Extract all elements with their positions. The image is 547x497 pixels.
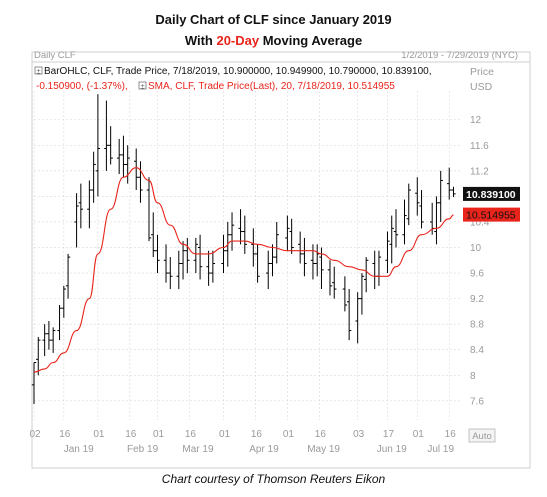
sma-value-box	[463, 207, 520, 222]
x-tick-label: 01	[413, 429, 425, 440]
x-tick-label: 16	[59, 429, 71, 440]
subtitle-prefix: With	[184, 33, 217, 48]
legend-ohlc-line1: BarOHLC, CLF, Trade Price, 7/18/2019, 10…	[44, 66, 432, 77]
y-tick-label: 10.4	[470, 217, 490, 228]
x-tick-label: 01	[93, 429, 105, 440]
x-month-label: Jul 19	[427, 444, 454, 455]
chart-name: Daily CLF	[34, 50, 76, 61]
y-tick-label: 8.8	[470, 320, 484, 331]
x-tick-label: 02	[29, 429, 41, 440]
y-tick-label: 7.6	[470, 396, 484, 407]
x-tick-label: 03	[353, 429, 365, 440]
subtitle-suffix: Moving Average	[259, 33, 363, 48]
sma-value-badge: 10.514955	[463, 207, 520, 222]
x-month-label: Jun 19	[377, 444, 407, 455]
x-month-label: Feb 19	[127, 444, 159, 455]
currency-label: USD	[470, 81, 493, 93]
last-price-box	[463, 186, 520, 201]
price-unit-label: Price	[470, 66, 494, 78]
legend-marker-ohlc	[34, 66, 43, 75]
x-month-label: Mar 19	[182, 444, 214, 455]
y-tick-label: 10	[470, 243, 482, 254]
x-tick-label: 16	[315, 429, 327, 440]
price-chart[interactable]: Daily CLF 1/2/2019 - 7/29/2019 (NYC) 7.6…	[0, 45, 547, 475]
auto-scale-button[interactable]	[468, 428, 496, 443]
y-tick-label: 9.2	[470, 294, 484, 305]
auto-scale-label: Auto	[472, 431, 492, 442]
legend-ohlc-toggle-icon[interactable]: ±	[37, 68, 41, 75]
y-tick-label: 11.6	[470, 141, 489, 152]
sma-line	[33, 167, 454, 373]
chart-caption: Chart courtesy of Thomson Reuters Eikon	[161, 472, 386, 486]
legend: ± BarOHLC, CLF, Trade Price, 7/18/2019, …	[34, 66, 432, 92]
sma-value: 10.514955	[466, 210, 516, 222]
legend-sma-toggle-icon[interactable]: ±	[141, 83, 145, 90]
x-month-label: Jan 19	[64, 444, 94, 455]
legend-marker-sma	[138, 81, 147, 90]
x-month-label: Apr 19	[249, 444, 279, 455]
date-range: 1/2/2019 - 7/29/2019 (NYC)	[401, 50, 518, 61]
x-tick-label: 17	[383, 429, 395, 440]
x-tick-label: 01	[219, 429, 231, 440]
x-tick-label: 01	[153, 429, 165, 440]
y-tick-label: 8.4	[470, 345, 484, 356]
x-axis: 02 16 01 16 01 16 01 16 01 16 03 17 01 16 Jan 19 Feb 19…	[29, 429, 456, 455]
subtitle-highlight: 20-Day	[216, 33, 260, 48]
x-month-label: May 19	[307, 444, 340, 455]
x-tick-label: 16	[445, 429, 457, 440]
y-tick-label: 9.6	[470, 269, 484, 280]
y-tick-label: 11.2	[470, 166, 489, 177]
y-tick-label: 8	[470, 371, 476, 382]
chart-subtitle: With 20-Day Moving Average	[0, 33, 547, 48]
x-tick-label: 16	[125, 429, 137, 440]
chart-frame	[31, 51, 531, 469]
last-price-badge: 10.839100	[463, 186, 520, 201]
legend-sma: SMA, CLF, Trade Price(Last), 20, 7/18/20…	[148, 81, 395, 92]
y-tick-label: 12	[470, 115, 482, 126]
legend-ohlc-line2: -0.150900, (-1.37%),	[36, 81, 128, 92]
x-tick-label: 16	[185, 429, 197, 440]
x-tick-label: 16	[251, 429, 263, 440]
x-tick-label: 01	[283, 429, 295, 440]
chart-title: Daily Chart of CLF since January 2019	[155, 12, 392, 27]
last-price-value: 10.839100	[466, 189, 516, 201]
